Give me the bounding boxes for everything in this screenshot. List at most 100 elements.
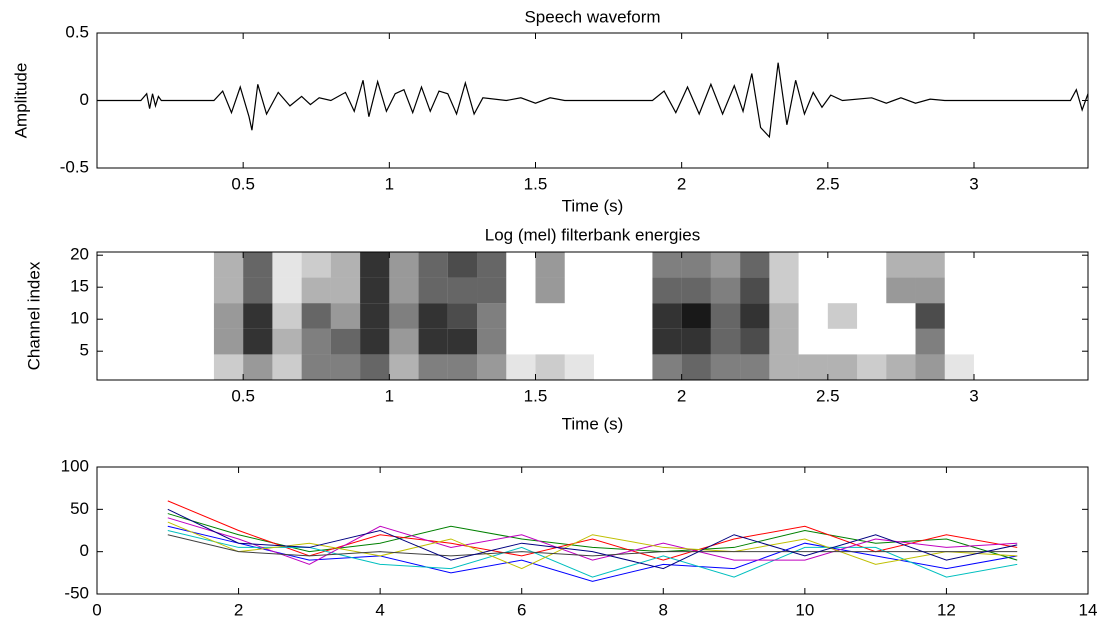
heat-cell	[272, 328, 302, 355]
heat-cell	[710, 303, 741, 329]
heat-cell	[769, 252, 799, 278]
y-tick-label: 20	[70, 245, 89, 264]
heat-cell	[477, 252, 507, 278]
heat-cell	[710, 328, 741, 355]
heat-cell	[886, 354, 916, 380]
heat-cell	[389, 354, 419, 380]
heat-cell	[710, 354, 741, 380]
heat-cell	[769, 277, 799, 304]
heat-cell	[652, 277, 682, 304]
heat-cell	[418, 252, 448, 278]
y-tick-label: 10	[70, 309, 89, 328]
heat-cell	[243, 328, 273, 355]
heat-cell	[535, 277, 565, 304]
x-tick-label: 10	[795, 600, 814, 619]
heat-cell	[360, 328, 390, 355]
heat-cell	[447, 303, 478, 329]
x-tick-label: 2.5	[816, 174, 840, 193]
heat-cell	[418, 328, 448, 355]
x-tick-label: 14	[1079, 600, 1098, 619]
heat-cell	[389, 303, 419, 329]
heat-cell	[272, 252, 302, 278]
x-tick-label: 3	[969, 174, 978, 193]
heat-cell	[330, 277, 361, 304]
heat-cell	[360, 277, 390, 304]
heat-cell	[243, 277, 273, 304]
heat-cell	[330, 354, 361, 380]
heat-cell	[652, 354, 682, 380]
x-tick-label: 2	[234, 600, 243, 619]
heat-cell	[213, 277, 244, 304]
heat-cell	[535, 354, 565, 380]
heat-cell	[418, 354, 448, 380]
x-tick-label: 12	[937, 600, 956, 619]
heat-cell	[477, 328, 507, 355]
heat-cell	[301, 277, 331, 304]
heat-cell	[652, 252, 682, 278]
x-tick-label: 0.5	[231, 386, 255, 405]
heat-cell	[477, 354, 507, 380]
heat-cell	[506, 354, 536, 380]
heat-cell	[827, 354, 858, 380]
y-tick-label: 0.5	[65, 22, 89, 41]
heat-cell	[681, 303, 711, 329]
heat-cell	[915, 277, 945, 304]
x-tick-label: 4	[375, 600, 384, 619]
heat-cell	[915, 328, 945, 355]
heat-cell	[886, 277, 916, 304]
heat-cell	[564, 354, 594, 380]
x-tick-label: 0.5	[231, 174, 255, 193]
heat-cell	[798, 354, 828, 380]
heat-cell	[243, 303, 273, 329]
y-axis-label: Channel index	[24, 261, 43, 370]
heat-cell	[535, 252, 565, 278]
heat-cell	[447, 354, 478, 380]
plot-area	[97, 62, 1088, 139]
heat-cell	[915, 354, 945, 380]
x-axis-label: Time (s)	[562, 196, 624, 215]
heat-cell	[447, 277, 478, 304]
heat-cell	[243, 354, 273, 380]
heat-cell	[681, 277, 711, 304]
series-line	[167, 534, 1018, 557]
heat-cell	[360, 252, 390, 278]
heat-cell	[652, 328, 682, 355]
heat-cell	[681, 252, 711, 278]
heat-cell	[447, 328, 478, 355]
heat-cell	[447, 252, 478, 278]
x-tick-label: 1.5	[524, 386, 548, 405]
heat-cell	[681, 328, 711, 355]
x-axis-label: Time (s)	[562, 414, 624, 433]
heat-cell	[213, 354, 244, 380]
waveform-line	[97, 62, 1088, 139]
series-line	[167, 525, 1018, 582]
heat-cell	[330, 303, 361, 329]
subplot: 0.5 1 1.5 2 2.5 3 -0.5 0 0.5 Speech waveform Time …	[11, 7, 1089, 215]
series-line	[167, 508, 1018, 570]
series-line	[167, 517, 1018, 565]
heat-cell	[389, 252, 419, 278]
heat-cell	[272, 303, 302, 329]
subplot-title: Speech waveform	[524, 7, 660, 26]
series-line	[167, 513, 1018, 561]
heat-cell	[272, 354, 302, 380]
axes-box	[96, 466, 1089, 595]
y-tick-label: 0	[80, 541, 89, 560]
y-tick-label: -0.5	[60, 157, 89, 176]
heat-cell	[389, 277, 419, 304]
heat-cell	[418, 277, 448, 304]
y-tick-label: -50	[64, 583, 89, 602]
heat-cell	[272, 277, 302, 304]
x-tick-label: 0	[92, 600, 101, 619]
y-tick-label: 15	[70, 277, 89, 296]
heat-cell	[740, 303, 770, 329]
heat-cell	[857, 354, 887, 380]
y-tick-label: 50	[70, 499, 89, 518]
y-tick-label: 5	[80, 341, 89, 360]
heat-cell	[944, 354, 974, 380]
x-tick-label: 2.5	[816, 386, 840, 405]
heat-cell	[213, 303, 244, 329]
heat-cell	[827, 303, 858, 329]
heat-cell	[769, 354, 799, 380]
